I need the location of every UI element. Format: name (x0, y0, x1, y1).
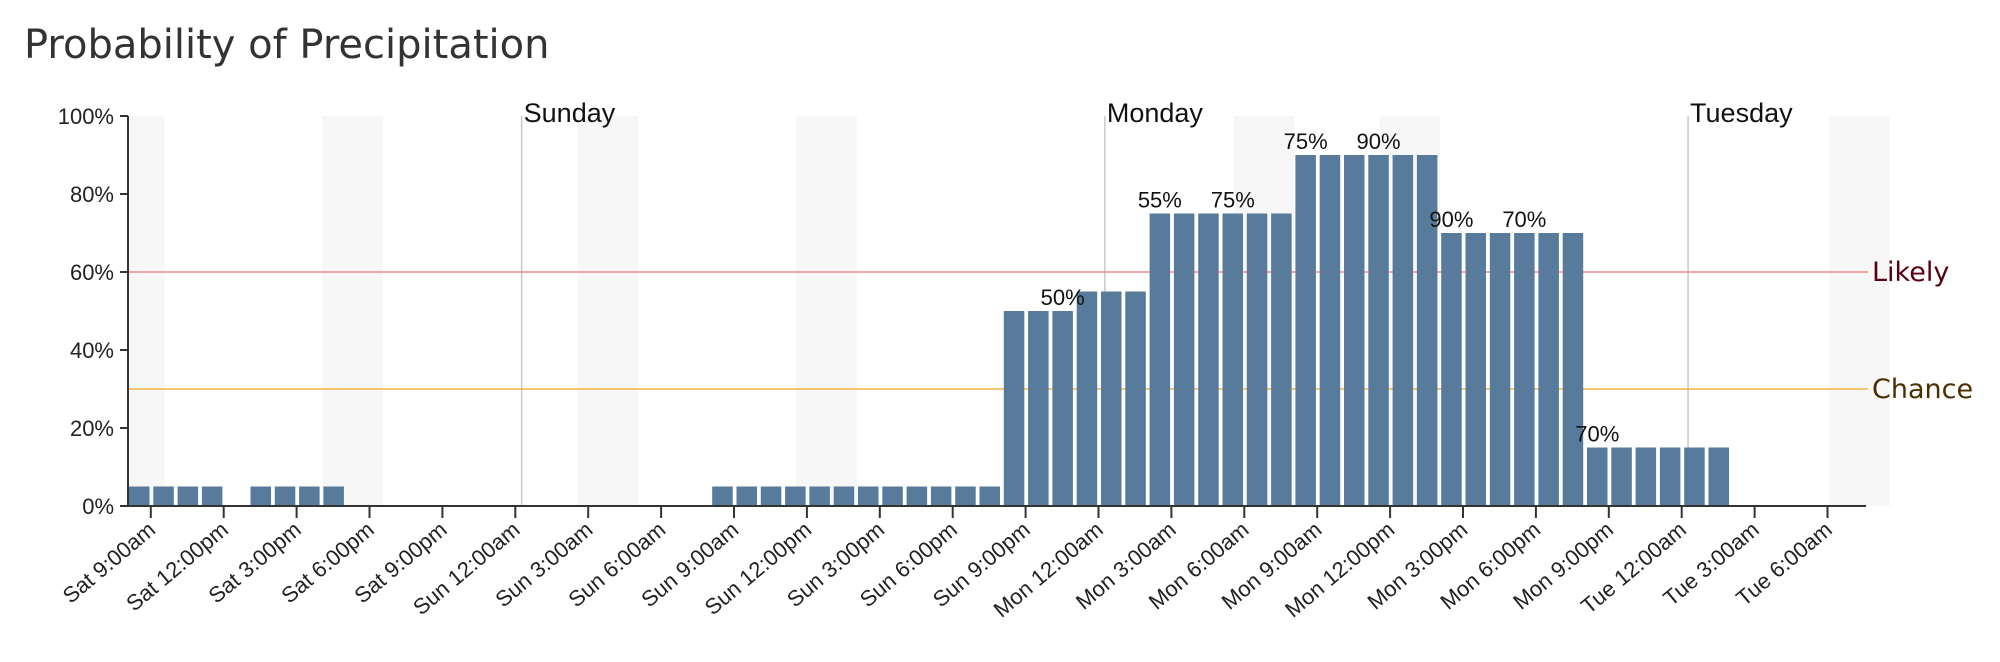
bar (1246, 213, 1268, 506)
y-tick-label: 20% (70, 416, 114, 441)
day-label: Tuesday (1690, 98, 1793, 128)
data-label: 90% (1357, 129, 1401, 154)
bar (1101, 291, 1122, 506)
threshold-layer: Likely Chance (128, 257, 1973, 405)
bar (712, 486, 733, 506)
bar (1344, 155, 1365, 506)
bar (1514, 233, 1535, 506)
night-shade-band (1829, 116, 1890, 506)
bar (1125, 291, 1146, 506)
data-label: 55% (1138, 188, 1182, 213)
threshold-label-likely: Likely (1872, 257, 1949, 288)
bar (1319, 155, 1341, 506)
bar (760, 486, 782, 506)
day-label: Monday (1107, 98, 1204, 128)
data-label: 90% (1429, 207, 1473, 232)
bar (1392, 155, 1414, 506)
y-tick-label: 40% (70, 338, 114, 363)
bar (1368, 155, 1389, 506)
y-tick-label: 60% (70, 260, 114, 285)
night-shade-band (796, 116, 857, 506)
bar (930, 486, 952, 506)
data-label: 70% (1575, 422, 1619, 447)
bar (1295, 155, 1316, 506)
day-label: Sunday (524, 98, 616, 128)
bar (1587, 447, 1608, 506)
bar (1611, 447, 1632, 506)
bar (1416, 155, 1438, 506)
bar (323, 486, 344, 506)
bar (1271, 213, 1292, 506)
bar (153, 486, 174, 506)
bar (833, 486, 855, 506)
bars-layer (129, 155, 1729, 506)
bar (1538, 233, 1559, 506)
y-tick-label: 0% (82, 494, 114, 519)
bar (1635, 447, 1657, 506)
bar (1076, 291, 1098, 506)
chart-title: Probability of Precipitation (24, 22, 550, 68)
bar (979, 486, 1000, 506)
bar (858, 486, 879, 506)
bar (1441, 233, 1462, 506)
bar (129, 486, 150, 506)
bar (1003, 311, 1025, 506)
night-shade-band (322, 116, 384, 506)
bar (1052, 311, 1073, 506)
bar (1198, 213, 1219, 506)
bar (299, 486, 320, 506)
bar (201, 486, 223, 506)
bar (785, 486, 806, 506)
bar (1708, 447, 1729, 506)
bar (274, 486, 296, 506)
bar (1465, 233, 1486, 506)
night-shade-band (577, 116, 639, 506)
bar (809, 486, 830, 506)
bar (1562, 233, 1584, 506)
bar (906, 486, 928, 506)
bar (1684, 447, 1705, 506)
y-tick-label: 80% (70, 182, 114, 207)
data-label: 75% (1211, 188, 1255, 213)
threshold-label-chance: Chance (1872, 374, 1973, 405)
bar (955, 486, 976, 506)
bar (177, 486, 199, 506)
bar (1149, 213, 1171, 506)
bar (1489, 233, 1511, 506)
data-label: 75% (1284, 129, 1328, 154)
bar (882, 486, 903, 506)
bar (1173, 213, 1195, 506)
bar (1028, 311, 1049, 506)
night-shade-band (128, 116, 165, 506)
data-label: 50% (1041, 285, 1085, 310)
data-labels-layer: 50% 55% 75% 75% 90% 90% 70% 70% (1041, 129, 1620, 447)
data-label: 70% (1502, 207, 1546, 232)
bar (1659, 447, 1681, 506)
y-tick-label: 100% (58, 104, 114, 129)
bar (250, 486, 271, 506)
bar (1222, 213, 1243, 506)
bar (736, 486, 757, 506)
